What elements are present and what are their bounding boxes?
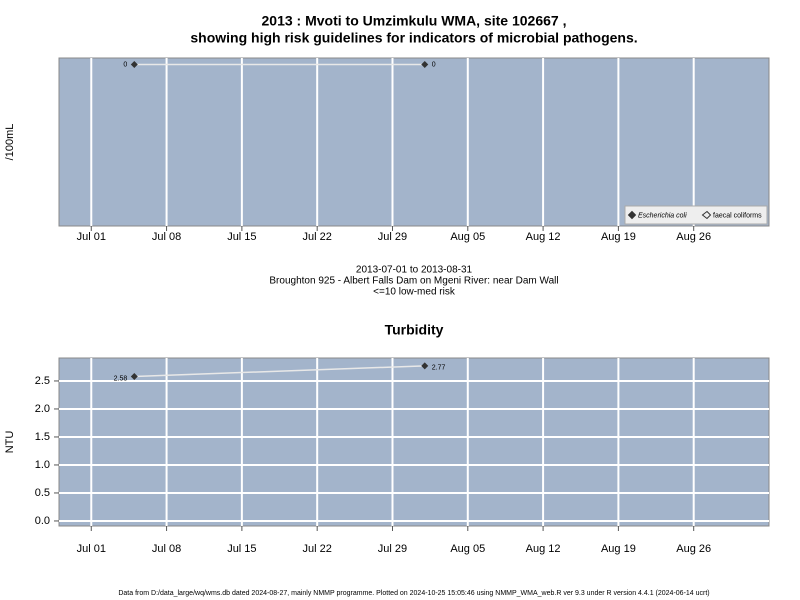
y-axis-label: NTU	[4, 431, 16, 454]
data-point	[421, 60, 429, 68]
legend-marker	[627, 210, 637, 220]
legend-box	[624, 205, 768, 225]
x-tick-label: Aug 19	[601, 543, 636, 555]
x-tick-label: Aug 05	[450, 231, 485, 243]
y-tick-label: 1.0	[35, 459, 50, 471]
x-tick-label: Aug 12	[526, 543, 561, 555]
plot-area	[58, 57, 770, 227]
x-tick-label: Jul 15	[227, 231, 256, 243]
data-label: 0	[432, 61, 436, 68]
x-tick-label: Aug 26	[676, 231, 711, 243]
note: 2013-07-01 to 2013-08-31	[356, 265, 473, 276]
series-line	[134, 365, 425, 378]
x-tick-label: Jul 15	[227, 543, 256, 555]
data-label: 2.58	[114, 375, 128, 382]
plot-area	[58, 357, 770, 527]
x-tick-label: Jul 01	[77, 543, 106, 555]
x-tick-label: Jul 29	[378, 231, 407, 243]
x-tick-label: Jul 08	[152, 543, 181, 555]
x-tick-label: Aug 19	[601, 231, 636, 243]
note: <=10 low-med risk	[373, 287, 456, 298]
note: Broughton 925 - Albert Falls Dam on Mgen…	[269, 276, 558, 287]
x-tick-label: Jul 22	[303, 231, 332, 243]
data-point	[130, 60, 138, 68]
x-tick-label: Jul 01	[77, 231, 106, 243]
footer: Data from D:/data_large/wq/wms.db dated …	[118, 590, 709, 597]
x-tick-label: Aug 05	[450, 543, 485, 555]
y-axis-label: /100mL	[4, 124, 16, 161]
y-tick-label: 0.5	[35, 487, 50, 499]
y-tick-label: 0.0	[35, 515, 50, 527]
y-tick-label: 2.5	[35, 375, 50, 387]
y-tick-label: 1.5	[35, 431, 50, 443]
chart-title: Turbidity	[385, 322, 444, 338]
data-label: 0	[123, 61, 127, 68]
legend-label: Escherichia coli	[638, 212, 687, 219]
y-tick-label: 2.0	[35, 403, 50, 415]
data-point	[421, 362, 429, 370]
data-point	[130, 372, 138, 380]
legend-label: faecal coliforms	[713, 212, 762, 219]
data-label: 2.77	[432, 365, 446, 372]
x-tick-label: Aug 26	[676, 543, 711, 555]
legend-marker	[701, 210, 712, 220]
x-tick-label: Jul 22	[303, 543, 332, 555]
chart-title: showing high risk guidelines for indicat…	[190, 30, 637, 46]
chart-title: 2013 : Mvoti to Umzimkulu WMA, site 1026…	[262, 13, 567, 29]
x-tick-label: Jul 29	[378, 543, 407, 555]
x-tick-label: Jul 08	[152, 231, 181, 243]
x-tick-label: Aug 12	[526, 231, 561, 243]
